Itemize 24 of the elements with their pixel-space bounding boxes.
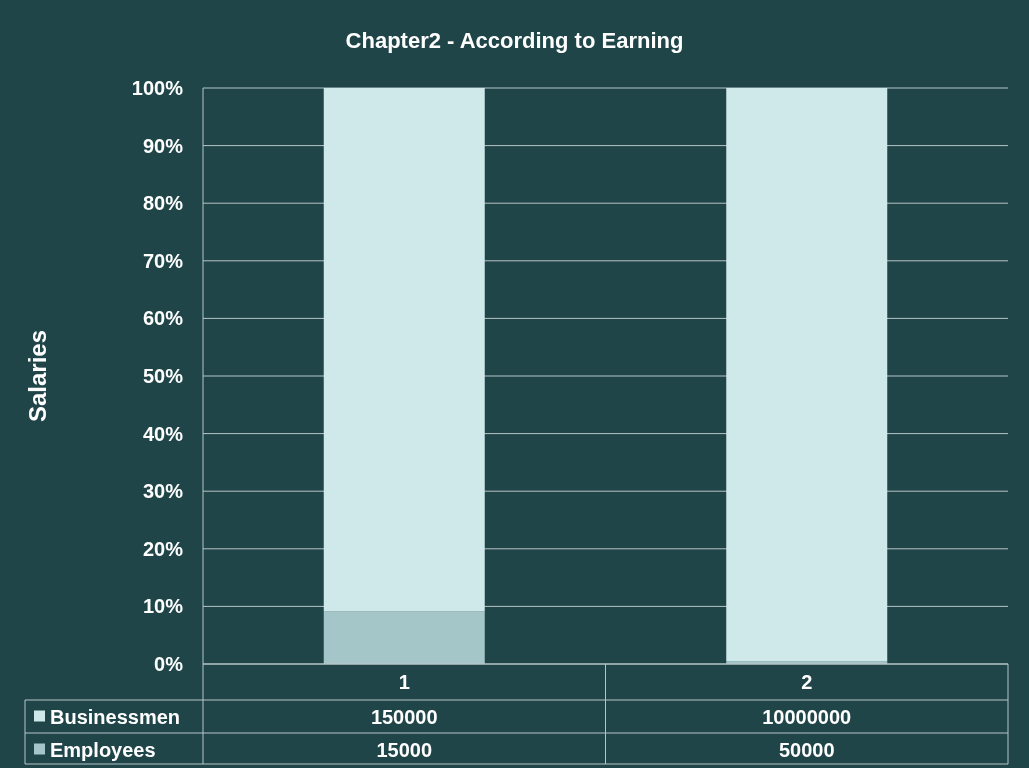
y-tick-label: 80% <box>142 192 184 215</box>
text: 15000 <box>376 738 433 761</box>
bar <box>323 88 485 612</box>
y-tick-label: 100% <box>131 77 184 99</box>
text: 50000 <box>778 738 835 761</box>
y-axis-title: Salaries <box>24 329 51 423</box>
bar <box>323 611 485 664</box>
bar <box>726 88 888 662</box>
y-tick-label: 30% <box>142 480 184 503</box>
text: 10000000 <box>762 705 852 728</box>
y-tick-label: 10% <box>142 595 184 618</box>
y-tick-label: 70% <box>142 249 184 272</box>
y-tick-label: 50% <box>142 365 184 387</box>
y-tick-label: 40% <box>142 422 184 445</box>
legend-label: Employees <box>50 738 156 761</box>
text: 150000 <box>370 705 438 728</box>
y-tick-label: 60% <box>142 307 184 330</box>
y-tick-label: 0% <box>154 653 184 675</box>
x-tick-label: 2 <box>801 671 813 693</box>
y-tick-label: 90% <box>142 134 184 157</box>
x-tick-label: 1 <box>398 671 410 693</box>
chart-title: Chapter2 - According to Earning <box>345 28 684 53</box>
legend-label: Businessmen <box>50 705 181 728</box>
y-tick-label: 20% <box>142 537 184 560</box>
